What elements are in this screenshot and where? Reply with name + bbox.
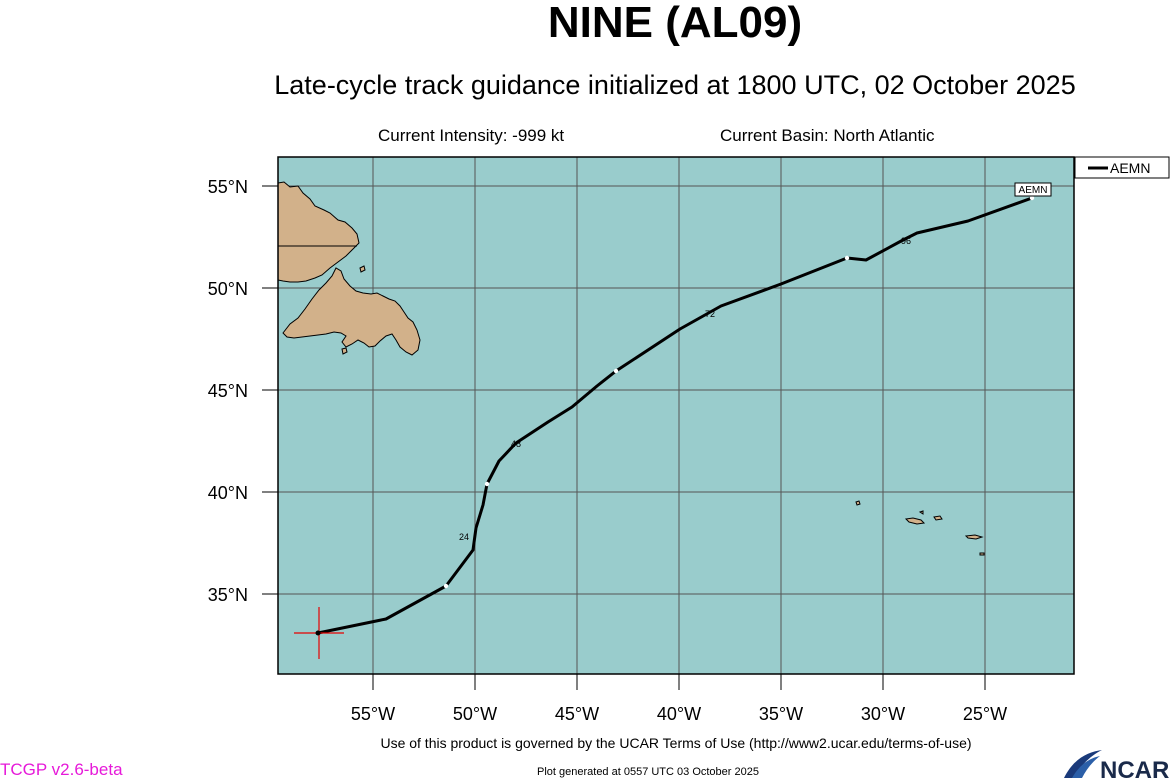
forecast-hour-label: 72 <box>705 309 715 319</box>
lon-label-30w: 30°W <box>861 704 905 724</box>
track-end-label-box <box>1014 182 1052 197</box>
version-label: TCGP v2.6-beta <box>0 760 123 779</box>
azores-3 <box>933 515 943 521</box>
lon-label-55w: 55°W <box>351 704 395 724</box>
lat-label-55n: 55°N <box>208 177 248 197</box>
lat-label-45n: 45°N <box>208 381 248 401</box>
track-markers <box>443 195 1035 589</box>
lon-label-40w: 40°W <box>657 704 701 724</box>
azores-1 <box>855 500 861 506</box>
plot-frame <box>277 156 1075 675</box>
lon-label-45w: 45°W <box>555 704 599 724</box>
track-marker <box>484 481 490 487</box>
generated-timestamp: Plot generated at 0557 UTC 03 October 20… <box>537 766 759 778</box>
aemn-track <box>317 196 1033 635</box>
legend-label: AEMN <box>1110 160 1150 176</box>
track-end-label: AEMN <box>1019 185 1048 196</box>
chart-subtitle: Late-cycle track guidance initialized at… <box>274 70 1076 100</box>
lon-label-35w: 35°W <box>759 704 803 724</box>
azores-2 <box>904 517 926 525</box>
current-intensity: Current Intensity: -999 kt <box>378 126 565 145</box>
chart-title: NINE (AL09) <box>547 0 803 47</box>
forecast-hour-label: 24 <box>459 532 469 542</box>
lon-label-25w: 25°W <box>963 704 1007 724</box>
tick-marks <box>262 185 986 690</box>
forecast-hour-label: 96 <box>901 236 911 246</box>
current-basin: Current Basin: North Atlantic <box>720 126 935 145</box>
ncar-logo: NCAR <box>1064 750 1169 780</box>
ocean-area <box>278 157 1074 674</box>
island-1 <box>359 265 366 273</box>
legend: AEMN <box>1074 156 1170 179</box>
track-marker <box>1029 195 1035 201</box>
lon-label-50w: 50°W <box>453 704 497 724</box>
forecast-hour-label: 48 <box>511 439 521 449</box>
track-marker <box>443 583 449 589</box>
current-position-dot <box>315 630 321 636</box>
track-marker <box>613 368 619 374</box>
legend-box <box>1074 156 1170 179</box>
track-marker <box>844 255 850 261</box>
island-2 <box>341 347 348 355</box>
azores-5 <box>918 510 924 515</box>
ncar-logo-text: NCAR <box>1100 757 1169 780</box>
lat-label-40n: 40°N <box>208 483 248 503</box>
lat-label-50n: 50°N <box>208 279 248 299</box>
lat-label-35n: 35°N <box>208 585 248 605</box>
azores-4 <box>964 534 984 540</box>
grid-lines <box>278 157 1074 674</box>
newfoundland <box>282 267 421 356</box>
labrador-coast <box>277 181 360 283</box>
azores-6 <box>979 552 985 556</box>
landmasses <box>277 181 985 556</box>
terms-of-use-text: Use of this product is governed by the U… <box>380 735 972 751</box>
ncar-logo-icon <box>1064 750 1102 778</box>
